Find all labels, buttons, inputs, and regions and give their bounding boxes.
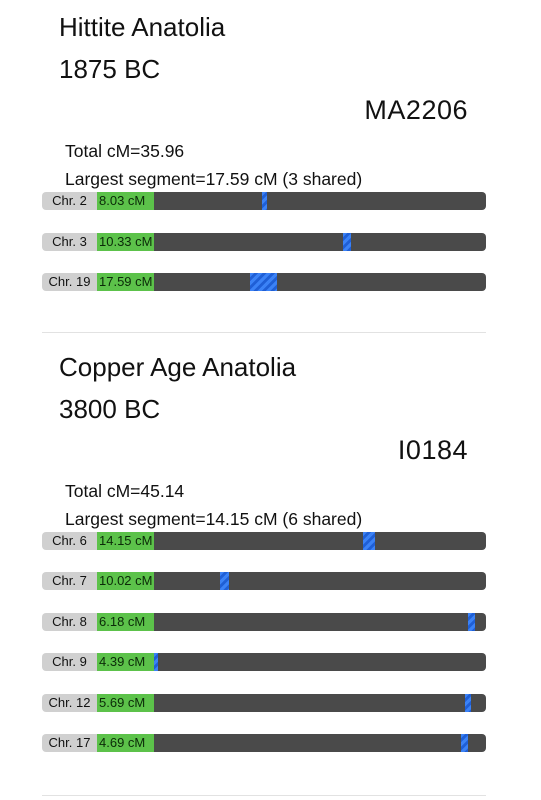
chromosome-track bbox=[154, 532, 486, 550]
total-cm: Total cM=35.96 bbox=[65, 141, 185, 161]
largest-segment: Largest segment=17.59 cM (3 shared) bbox=[65, 169, 363, 189]
chromosome-row[interactable]: Chr. 8 6.18 cM bbox=[42, 613, 486, 631]
chromosome-label: Chr. 8 bbox=[42, 613, 97, 631]
shared-segment bbox=[343, 233, 351, 251]
population-title: Hittite Anatolia bbox=[59, 12, 226, 42]
chromosome-row[interactable]: Chr. 6 14.15 cM bbox=[42, 532, 486, 550]
chromosome-track bbox=[154, 734, 486, 752]
chromosome-label: Chr. 2 bbox=[42, 192, 97, 210]
chromosome-track bbox=[154, 233, 486, 251]
segment-cm: 17.59 cM bbox=[97, 273, 154, 291]
chromosome-label: Chr. 12 bbox=[42, 694, 97, 712]
shared-segment bbox=[154, 653, 158, 671]
shared-segment bbox=[468, 613, 475, 631]
segment-cm: 10.33 cM bbox=[97, 233, 154, 251]
section-divider bbox=[42, 332, 486, 333]
segment-cm: 6.18 cM bbox=[97, 613, 154, 631]
chromosome-row[interactable]: Chr. 3 10.33 cM bbox=[42, 233, 486, 251]
population-date: 3800 BC bbox=[59, 394, 161, 424]
chromosome-label: Chr. 19 bbox=[42, 273, 97, 291]
chromosome-label: Chr. 7 bbox=[42, 572, 97, 590]
chromosome-label: Chr. 6 bbox=[42, 532, 97, 550]
chromosome-label: Chr. 9 bbox=[42, 653, 97, 671]
segment-cm: 14.15 cM bbox=[97, 532, 154, 550]
segment-cm: 10.02 cM bbox=[97, 572, 154, 590]
chromosome-row[interactable]: Chr. 12 5.69 cM bbox=[42, 694, 486, 712]
chromosome-row[interactable]: Chr. 9 4.39 cM bbox=[42, 653, 486, 671]
match-card-hittite-anatolia: Hittite Anatolia 1875 BC MA2206 Total cM… bbox=[0, 0, 541, 335]
chromosome-track bbox=[154, 694, 486, 712]
shared-segment bbox=[461, 734, 468, 752]
chromosome-row[interactable]: Chr. 17 4.69 cM bbox=[42, 734, 486, 752]
segment-cm: 8.03 cM bbox=[97, 192, 154, 210]
population-date: 1875 BC bbox=[59, 54, 161, 84]
chromosome-track bbox=[154, 273, 486, 291]
chromosome-row[interactable]: Chr. 2 8.03 cM bbox=[42, 192, 486, 210]
chromosome-row[interactable]: Chr. 7 10.02 cM bbox=[42, 572, 486, 590]
chromosome-track bbox=[154, 572, 486, 590]
segment-cm: 4.39 cM bbox=[97, 653, 154, 671]
chromosome-label: Chr. 17 bbox=[42, 734, 97, 752]
largest-segment: Largest segment=14.15 cM (6 shared) bbox=[65, 509, 363, 529]
segment-cm: 4.69 cM bbox=[97, 734, 154, 752]
chromosome-track bbox=[154, 192, 486, 210]
sample-id: MA2206 bbox=[364, 95, 468, 125]
chromosome-label: Chr. 3 bbox=[42, 233, 97, 251]
section-divider bbox=[42, 795, 486, 796]
population-title: Copper Age Anatolia bbox=[59, 352, 297, 382]
shared-segment bbox=[363, 532, 376, 550]
shared-segment bbox=[250, 273, 277, 291]
chromosome-row[interactable]: Chr. 19 17.59 cM bbox=[42, 273, 486, 291]
match-card-copper-age-anatolia: Copper Age Anatolia 3800 BC I0184 Total … bbox=[0, 340, 541, 795]
segment-cm: 5.69 cM bbox=[97, 694, 154, 712]
shared-segment bbox=[261, 192, 268, 210]
chromosome-track bbox=[154, 613, 486, 631]
shared-segment bbox=[465, 694, 472, 712]
shared-segment bbox=[220, 572, 229, 590]
sample-id: I0184 bbox=[397, 435, 468, 465]
chromosome-track bbox=[154, 653, 486, 671]
total-cm: Total cM=45.14 bbox=[65, 481, 185, 501]
